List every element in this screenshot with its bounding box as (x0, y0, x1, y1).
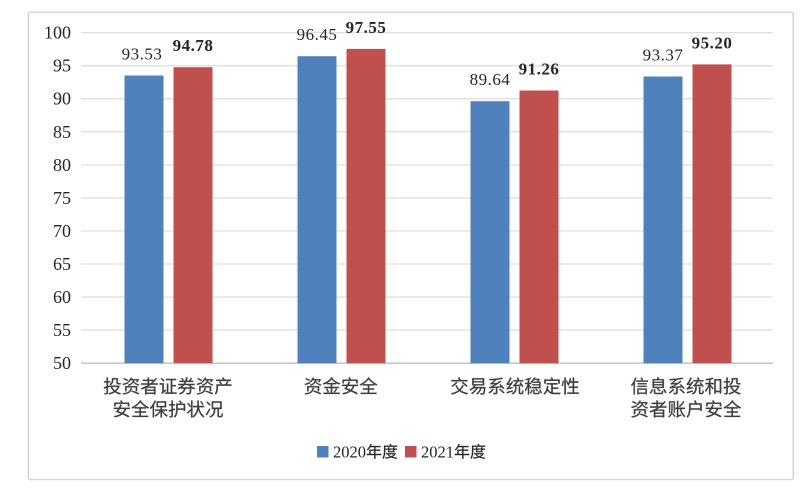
svg-text:55: 55 (53, 320, 71, 340)
svg-text:65: 65 (53, 254, 71, 274)
svg-text:93.53: 93.53 (122, 45, 163, 64)
svg-text:50: 50 (53, 353, 71, 373)
svg-text:95: 95 (53, 56, 71, 76)
svg-text:75: 75 (53, 188, 71, 208)
svg-text:2020: 2020 (333, 443, 366, 462)
svg-text:70: 70 (53, 221, 71, 241)
svg-text:94.78: 94.78 (173, 36, 214, 55)
svg-text:90: 90 (53, 89, 71, 109)
svg-text:100: 100 (44, 23, 71, 43)
svg-text:93.37: 93.37 (643, 46, 684, 65)
svg-text:60: 60 (53, 287, 71, 307)
svg-text:80: 80 (53, 155, 71, 175)
svg-text:89.64: 89.64 (470, 70, 511, 89)
svg-text:97.55: 97.55 (346, 18, 387, 37)
svg-text:91.26: 91.26 (519, 60, 560, 79)
svg-text:95.20: 95.20 (692, 33, 733, 52)
svg-text:96.45: 96.45 (297, 25, 338, 44)
svg-text:85: 85 (53, 122, 71, 142)
svg-text:2021: 2021 (421, 443, 454, 462)
